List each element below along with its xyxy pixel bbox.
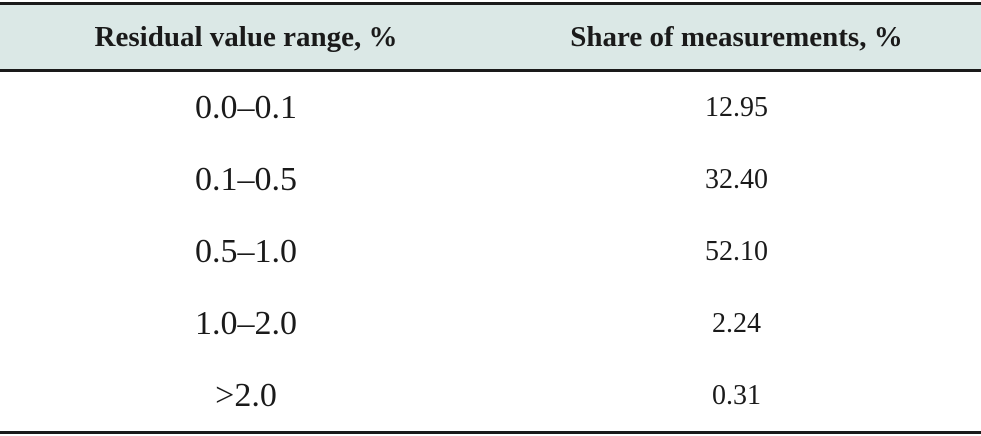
header-share-of-measurements: Share of measurements, %	[570, 20, 903, 53]
range-cell: 0.5–1.0	[195, 233, 297, 270]
share-cell: 2.24	[712, 308, 761, 339]
share-cell: 0.31	[712, 379, 761, 411]
share-cell: 12.95	[705, 92, 768, 123]
range-cell: 0.0–0.1	[195, 89, 297, 126]
table-header-rule	[0, 69, 981, 72]
table-row: 0.0–0.1 12.95	[0, 72, 981, 144]
table-header-row: Residual value range, % Share of measure…	[0, 5, 981, 69]
share-cell: 32.40	[705, 164, 768, 195]
table-top-rule	[0, 2, 981, 5]
table-body: 0.0–0.1 12.95 0.1–0.5 32.40 0.5–1.0 52.1…	[0, 72, 981, 431]
header-residual-range: Residual value range, %	[94, 20, 398, 53]
range-cell: 0.1–0.5	[195, 161, 297, 198]
range-cell: >2.0	[215, 376, 277, 414]
table-row: 0.5–1.0 52.10	[0, 216, 981, 288]
table-row: >2.0 0.31	[0, 360, 981, 431]
table-row: 1.0–2.0 2.24	[0, 288, 981, 360]
table-bottom-rule	[0, 431, 981, 434]
range-cell: 1.0–2.0	[195, 305, 297, 342]
share-cell: 52.10	[705, 236, 768, 267]
table-row: 0.1–0.5 32.40	[0, 144, 981, 216]
